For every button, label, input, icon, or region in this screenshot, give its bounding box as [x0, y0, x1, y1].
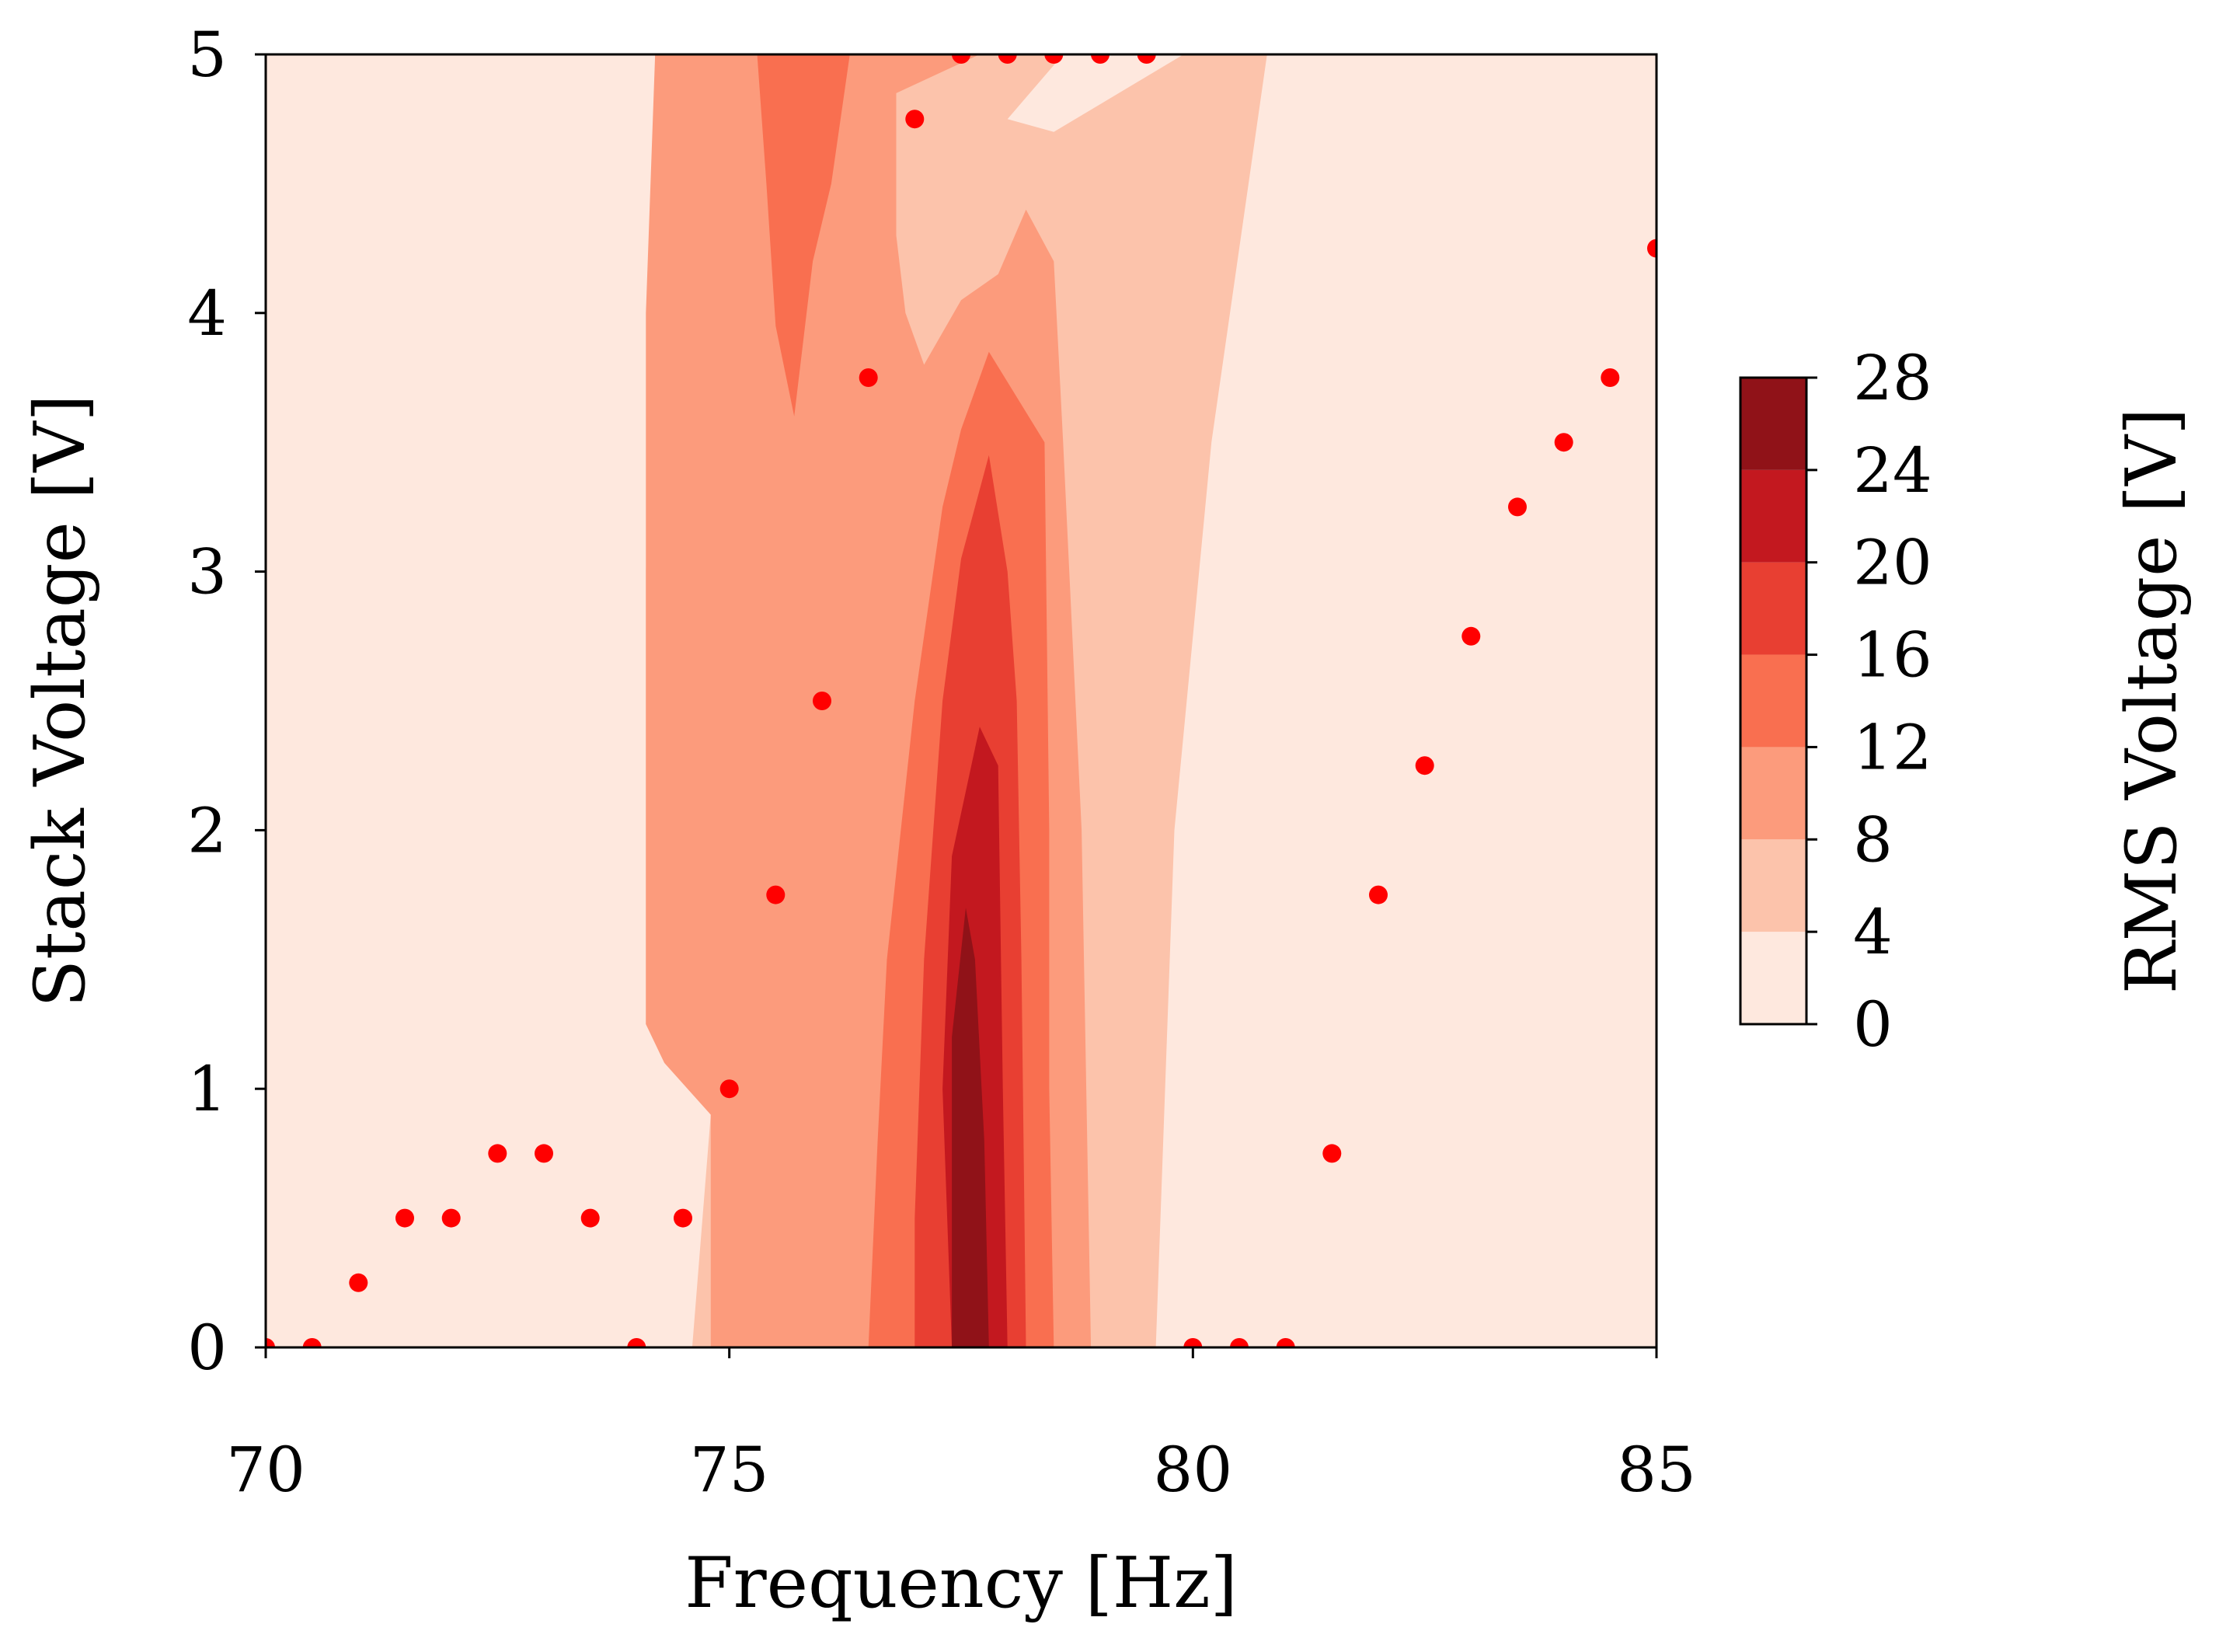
- colorbar-tick-label: 12: [1853, 711, 1932, 783]
- scatter-point: [719, 1079, 739, 1099]
- x-axis-ticks: 70 75 80 85: [226, 1347, 1696, 1506]
- scatter-point: [1276, 1338, 1295, 1347]
- scatter-point: [266, 1338, 275, 1347]
- y-tick-label: 2: [187, 794, 227, 866]
- y-axis-ticks: 0 1 2 3 4 5: [187, 19, 266, 1384]
- y-tick-label: 0: [187, 1312, 227, 1384]
- scatter-point: [302, 1338, 322, 1347]
- x-tick-label: 75: [690, 1434, 769, 1506]
- colorbar-tick-label: 8: [1853, 803, 1893, 876]
- scatter-point: [395, 1208, 414, 1228]
- scatter-point: [1137, 54, 1156, 64]
- colorbar-segment: [1740, 932, 1806, 1024]
- scatter-point: [1369, 885, 1388, 904]
- colorbar-segment: [1740, 747, 1806, 840]
- scatter-point: [1647, 239, 1656, 258]
- colorbar: 0 4 8 12 16 20 24 28: [1739, 342, 1932, 1061]
- scatter-point: [349, 1273, 368, 1292]
- contour-bands: [646, 54, 1267, 1347]
- scatter-point: [813, 692, 831, 710]
- x-axis-label: Frequency [Hz]: [685, 1542, 1238, 1624]
- plot-frame: [264, 53, 1658, 1349]
- scatter-point: [1554, 433, 1573, 452]
- scatter-point: [627, 1338, 646, 1347]
- scatter-point: [580, 1208, 600, 1228]
- contour-band-6: [952, 908, 989, 1347]
- y-tick-label: 1: [187, 1053, 227, 1125]
- y-tick-label: 5: [187, 19, 227, 91]
- scatter-point: [441, 1208, 461, 1228]
- scatter-points: [266, 54, 1656, 1347]
- scatter-point: [1461, 626, 1481, 646]
- x-tick-label: 70: [226, 1434, 305, 1506]
- scatter-point: [952, 54, 970, 64]
- scatter-point: [905, 110, 925, 129]
- scatter-point: [766, 885, 786, 904]
- scatter-point: [1230, 1338, 1249, 1347]
- plot-area: [266, 54, 1656, 1347]
- scatter-point: [488, 1144, 507, 1163]
- contour-band-low-0: [1007, 54, 1184, 132]
- colorbar-tick-label: 28: [1853, 342, 1932, 414]
- scatter-point: [674, 1208, 692, 1228]
- y-axis-label: Stack Voltage [V]: [19, 394, 101, 1007]
- scatter-point: [1508, 497, 1527, 517]
- scatter-point: [859, 368, 878, 387]
- scatter-point: [535, 1144, 553, 1163]
- scatter-point: [998, 54, 1017, 64]
- x-tick-label: 85: [1617, 1434, 1696, 1506]
- colorbar-tick-label: 16: [1853, 619, 1932, 692]
- colorbar-tick-label: 20: [1853, 527, 1932, 599]
- scatter-point: [1322, 1144, 1342, 1163]
- scatter-point: [1183, 1338, 1203, 1347]
- colorbar-segment: [1740, 654, 1806, 748]
- colorbar-segment: [1740, 378, 1806, 470]
- colorbar-tick-label: 0: [1853, 988, 1893, 1061]
- colorbar-segment: [1740, 562, 1806, 655]
- x-tick-label: 80: [1153, 1434, 1232, 1506]
- colorbar-label: RMS Voltage [V]: [2111, 408, 2193, 994]
- colorbar-segment: [1740, 839, 1806, 932]
- scatter-point: [1091, 54, 1110, 64]
- scatter-point: [1415, 756, 1434, 775]
- scatter-point: [1044, 54, 1064, 64]
- contour-band-2: [757, 54, 850, 416]
- y-tick-label: 3: [187, 536, 227, 608]
- scatter-point: [1601, 368, 1620, 387]
- colorbar-tick-label: 24: [1853, 434, 1932, 507]
- y-tick-label: 4: [187, 277, 227, 350]
- colorbar-tick-label: 4: [1853, 896, 1893, 968]
- colorbar-frame: [1739, 376, 1808, 1026]
- colorbar-segment: [1740, 469, 1806, 563]
